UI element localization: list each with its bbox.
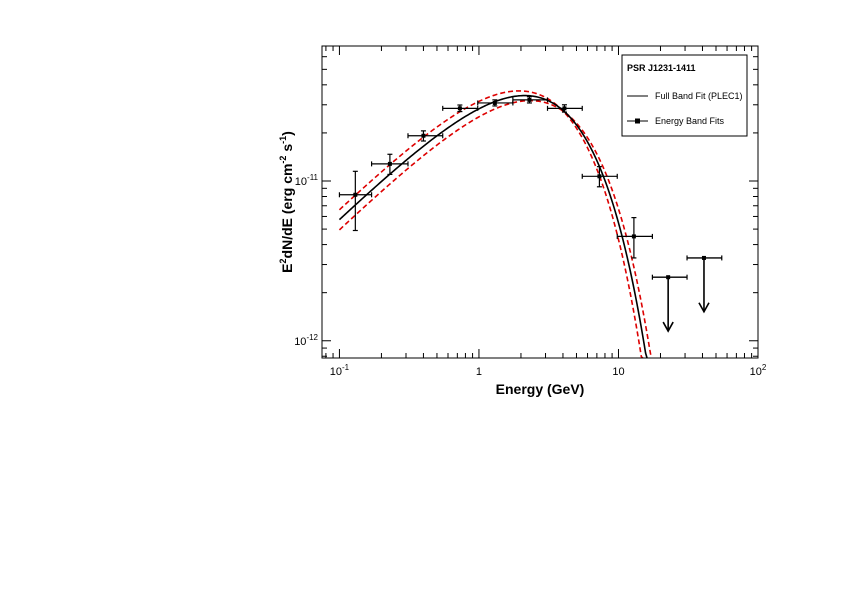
data-marker [457,106,462,111]
data-point-2 [370,153,409,175]
legend-entry-energy-band-fits: Energy Band Fits [655,116,725,126]
x-tick-label: 102 [750,363,767,378]
data-marker [421,133,426,138]
data-point-3 [407,130,444,142]
data-marker [597,174,602,179]
data-marker [353,192,358,197]
upper-limit-arrowhead [662,321,674,333]
data-marker [492,100,497,105]
data-point-1 [338,170,373,232]
data-marker [701,255,706,260]
upper-limit-2 [686,255,723,314]
data-point-7 [546,104,583,113]
legend-entry-full-band-fit: Full Band Fit (PLEC1) [655,91,743,101]
data-point-8 [581,166,618,188]
y-tick-label: 10-12 [294,333,318,348]
upper-limit-arrowhead [698,302,710,314]
data-marker [527,97,532,102]
plot-frame [321,45,759,359]
upper-limit-1 [651,274,688,333]
band-lower-curve [338,99,653,359]
data-marker [631,234,636,239]
x-axis-title: Energy (GeV) [496,381,585,397]
legend-title: PSR J1231-1411 [627,63,696,73]
y-axis-title: E2dN/dE (erg cm-2 s-1) [278,131,295,273]
data-points [338,96,723,333]
x-tick-label: 10 [612,366,624,378]
y-tick-label: 10-11 [295,173,319,188]
data-point-9 [616,217,653,259]
legend-marker-swatch [635,118,640,124]
axis-ticks [322,45,759,358]
data-marker [387,161,392,166]
data-marker [562,106,567,111]
x-tick-label: 1 [476,366,482,378]
legend: PSR J1231-1411 Full Band Fit (PLEC1) Ene… [621,54,748,137]
x-tick-label: 10-1 [330,363,350,378]
data-point-4 [442,104,479,113]
data-point-6 [512,96,549,104]
data-marker [666,275,671,280]
